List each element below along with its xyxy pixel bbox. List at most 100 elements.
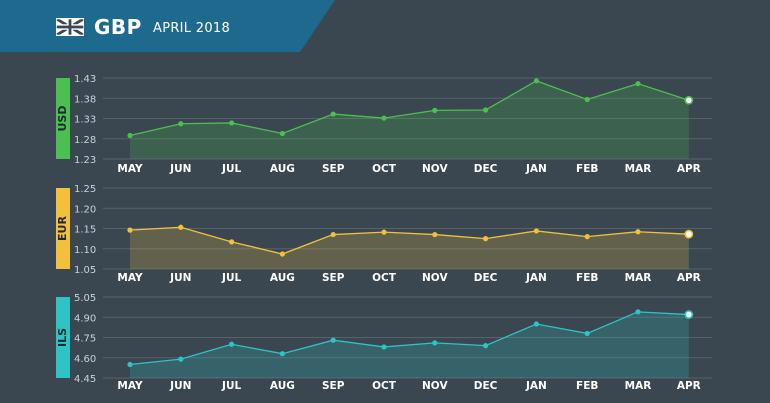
- eur-data-point: [178, 224, 184, 230]
- usd-data-point: [229, 120, 235, 126]
- eur-x-tick-label: JUL: [221, 272, 241, 284]
- eur-x-tick-label: MAY: [117, 272, 143, 284]
- eur-x-tick-label: OCT: [372, 272, 397, 284]
- usd-y-tick-label: 1.28: [74, 135, 96, 146]
- usd-data-point: [330, 111, 336, 117]
- eur-x-tick-label: APR: [677, 272, 701, 284]
- ils-label-band: [56, 297, 70, 378]
- eur-data-point: [381, 229, 387, 235]
- ils-x-tick-label: MAY: [117, 380, 143, 392]
- eur-x-tick-label: SEP: [322, 272, 345, 284]
- usd-area: [130, 80, 689, 159]
- usd-x-tick-label: APR: [677, 163, 701, 175]
- ils-x-tick-label: FEB: [576, 380, 598, 392]
- usd-x-tick-label: JAN: [525, 163, 547, 175]
- usd-data-point: [381, 115, 387, 121]
- eur-data-point: [635, 229, 641, 235]
- usd-data-point: [432, 107, 438, 113]
- ils-x-tick-label: OCT: [372, 380, 397, 392]
- eur-y-tick-label: 1.10: [74, 245, 96, 256]
- usd-data-point: [584, 96, 590, 103]
- usd-series-line: [129, 80, 690, 137]
- eur-data-point: [432, 231, 438, 238]
- eur-data-point: [533, 228, 540, 234]
- ils-data-point: [229, 341, 235, 347]
- ils-data-point: [127, 361, 133, 368]
- ils-x-tick-label: AUG: [270, 380, 295, 392]
- eur-data-point: [279, 251, 285, 257]
- usd-x-tick-label: DEC: [474, 163, 498, 175]
- eur-label-band: [56, 188, 70, 269]
- ils-x-tick-label: SEP: [322, 380, 345, 392]
- period-label: APRIL 2018: [153, 21, 231, 36]
- usd-x-tick-label: MAR: [625, 163, 652, 175]
- ils-data-point: [381, 344, 387, 350]
- usd-x-tick-label: JUN: [169, 163, 191, 175]
- ils-data-point: [330, 337, 336, 343]
- eur-x-tick-label: AUG: [270, 272, 295, 284]
- eur-x-tick-label: JUN: [169, 272, 191, 284]
- eur-x-tick-label: MAR: [625, 272, 652, 284]
- eur-data-point: [584, 234, 590, 240]
- usd-x-tick-label: SEP: [322, 163, 345, 175]
- ils-data-point: [178, 356, 184, 362]
- ils-data-point: [483, 343, 489, 349]
- eur-y-tick-label: 1.20: [74, 204, 96, 215]
- eur-y-tick-label: 1.05: [74, 265, 96, 276]
- usd-label-band: [56, 78, 70, 159]
- ils-data-point: [584, 330, 590, 337]
- currency-title: GBP: [94, 15, 142, 39]
- usd-data-point: [178, 121, 184, 127]
- usd-data-point: [127, 132, 133, 139]
- ils-area: [130, 311, 689, 378]
- usd-x-tick-label: FEB: [576, 163, 598, 175]
- usd-x-tick-label: JUL: [221, 163, 241, 175]
- eur-x-tick-label: DEC: [474, 272, 498, 284]
- usd-data-point: [279, 130, 285, 137]
- ils-y-tick-label: 4.60: [74, 354, 96, 365]
- eur-data-point: [483, 236, 489, 242]
- ils-data-point: [684, 310, 694, 319]
- ils-x-tick-label: NOV: [422, 380, 448, 392]
- ils-data-point: [432, 340, 438, 346]
- usd-data-point: [483, 107, 489, 113]
- usd-y-tick-label: 1.23: [74, 155, 96, 166]
- usd-x-tick-label: OCT: [372, 163, 397, 175]
- eur-data-point: [229, 239, 235, 245]
- eur-x-tick-label: FEB: [576, 272, 598, 284]
- ils-y-tick-label: 4.75: [74, 334, 96, 345]
- ils-x-tick-label: DEC: [474, 380, 498, 392]
- eur-series-line: [129, 226, 689, 255]
- eur-series-label: EUR: [56, 216, 69, 241]
- ils-data-point: [533, 321, 540, 327]
- ils-series-line: [129, 311, 689, 366]
- ils-data-point: [279, 351, 285, 357]
- ils-series-label: ILS: [56, 328, 69, 347]
- eur-x-tick-label: NOV: [422, 272, 448, 284]
- ils-x-tick-label: MAR: [625, 380, 652, 392]
- eur-data-point: [127, 227, 133, 233]
- ils-y-tick-label: 4.90: [74, 313, 96, 324]
- eur-y-tick-label: 1.25: [74, 184, 96, 195]
- usd-series-label: USD: [56, 106, 69, 132]
- usd-x-tick-label: AUG: [270, 163, 295, 175]
- usd-y-tick-label: 1.43: [74, 74, 96, 85]
- ils-x-tick-label: JUN: [169, 380, 191, 392]
- eur-data-point: [330, 231, 336, 238]
- eur-x-tick-label: JAN: [525, 272, 547, 284]
- ils-x-tick-label: APR: [677, 380, 701, 392]
- usd-data-point: [635, 81, 641, 87]
- ils-x-tick-label: JUL: [221, 380, 241, 392]
- header-band: [0, 0, 335, 52]
- eur-y-tick-label: 1.15: [74, 225, 96, 236]
- usd-y-tick-label: 1.38: [74, 94, 96, 105]
- usd-data-point: [533, 78, 540, 84]
- usd-data-point: [684, 95, 694, 105]
- uk-flag-icon: [56, 18, 84, 36]
- ils-x-tick-label: JAN: [525, 380, 547, 392]
- usd-x-tick-label: NOV: [422, 163, 448, 175]
- eur-area: [130, 227, 689, 269]
- usd-y-tick-label: 1.33: [74, 115, 96, 126]
- ils-data-point: [635, 309, 641, 315]
